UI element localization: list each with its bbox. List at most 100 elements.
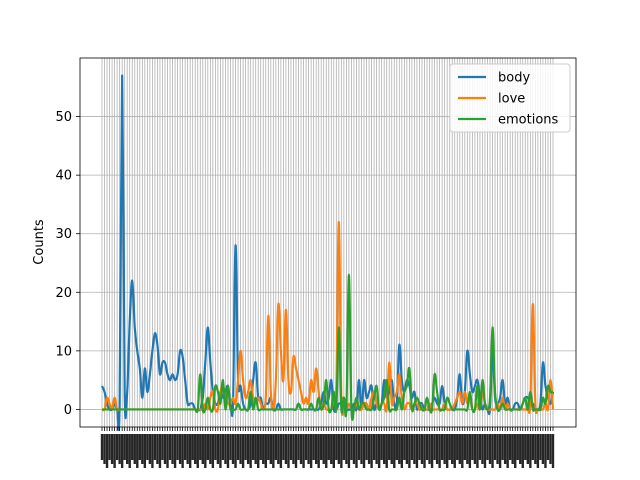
x-tick-label-mark xyxy=(123,434,126,460)
x-tick-label-mark xyxy=(473,434,477,464)
x-tick-label-mark xyxy=(146,434,149,460)
x-tick-label-mark xyxy=(478,434,482,460)
x-tick-label-mark xyxy=(388,434,391,460)
x-tick-label-mark xyxy=(393,434,396,468)
x-tick-label-mark xyxy=(372,434,376,460)
x-tick-label-mark xyxy=(521,434,524,468)
x-tick-label-mark xyxy=(221,434,225,460)
y-tick-label: 20 xyxy=(55,286,72,301)
x-tick-label-mark xyxy=(201,434,204,464)
x-tick-label-mark xyxy=(229,434,232,460)
x-tick-label-mark xyxy=(524,434,527,460)
series-lines xyxy=(100,74,555,432)
x-tick-label-mark xyxy=(435,434,439,464)
legend-label-body: body xyxy=(498,71,530,86)
x-tick-label-mark xyxy=(267,434,270,460)
x-tick-label-mark xyxy=(481,434,484,464)
x-tick-label-mark xyxy=(214,434,217,460)
x-tick-label-mark xyxy=(327,434,330,460)
x-tick-label-mark xyxy=(156,434,159,464)
x-tick-label-mark xyxy=(398,434,401,464)
x-tick-label-mark xyxy=(357,434,361,460)
x-tick-label-mark xyxy=(284,434,288,464)
x-tick-label-mark xyxy=(529,434,532,468)
x-tick-label-mark xyxy=(350,434,353,460)
x-tick-label-mark xyxy=(413,434,416,464)
y-axis-label: Counts xyxy=(32,219,47,265)
x-tick-label-mark xyxy=(458,434,461,464)
x-tick-label-mark xyxy=(100,434,104,460)
legend: body love emotions xyxy=(449,63,571,133)
x-tick-label-mark xyxy=(234,434,237,468)
series-line-emotions xyxy=(102,273,554,421)
x-tick-label-mark xyxy=(433,434,436,460)
x-tick-label-mark xyxy=(108,434,111,460)
x-tick-label-mark xyxy=(239,434,242,464)
x-tick-label-mark xyxy=(534,434,537,464)
x-tick-label-mark xyxy=(347,434,351,468)
x-tick-label-mark xyxy=(115,434,119,460)
x-tick-label-mark xyxy=(269,434,273,464)
x-tick-label-mark xyxy=(531,434,535,460)
x-tick-label-mark xyxy=(274,434,278,460)
x-tick-label-mark xyxy=(209,434,212,464)
x-tick-label-mark xyxy=(224,434,227,464)
x-tick-label-mark xyxy=(488,434,492,464)
x-tick-label-mark xyxy=(536,434,540,468)
x-tick-label-mark xyxy=(476,434,479,468)
x-tick-label-mark xyxy=(282,434,285,460)
x-tick-label-mark xyxy=(382,434,386,464)
x-tick-label-mark xyxy=(307,434,310,464)
x-tick-label-mark xyxy=(188,434,192,468)
x-tick-label-mark xyxy=(438,434,441,468)
x-tick-label-mark xyxy=(330,434,333,464)
x-tick-label-mark xyxy=(314,434,318,464)
x-tick-label-mark xyxy=(118,434,121,464)
x-tick-label-mark xyxy=(415,434,419,468)
x-tick-label-mark xyxy=(544,434,547,468)
x-tick-label-mark xyxy=(241,434,245,468)
x-tick-label-mark xyxy=(191,434,194,460)
x-tick-label-mark xyxy=(471,434,474,460)
x-tick-label-mark xyxy=(128,434,131,468)
x-tick-label-mark xyxy=(317,434,320,468)
x-tick-label-mark xyxy=(352,434,356,464)
x-tick-label-mark xyxy=(362,434,366,468)
x-tick-label-mark xyxy=(423,434,426,468)
x-tick-label-mark xyxy=(367,434,371,464)
x-tick-label-mark xyxy=(395,434,398,460)
x-tick-label-mark xyxy=(514,434,517,468)
x-tick-label-mark xyxy=(448,434,451,460)
x-tick-label-mark xyxy=(410,434,414,460)
x-tick-label-mark xyxy=(120,434,124,468)
x-tick-label-mark xyxy=(211,434,215,468)
x-tick-label-mark xyxy=(519,434,522,464)
x-tick-label-mark xyxy=(428,434,431,464)
x-tick-label-mark xyxy=(425,434,429,460)
x-tick-label-mark xyxy=(194,434,197,464)
x-tick-label-mark xyxy=(549,434,552,464)
x-tick-label-mark xyxy=(375,434,378,464)
x-tick-label-mark xyxy=(294,434,298,468)
x-tick-label-mark xyxy=(546,434,550,460)
x-tick-label-mark xyxy=(337,434,341,464)
x-tick-label-mark xyxy=(183,434,187,460)
x-tick-label-mark xyxy=(136,434,139,468)
x-tick-label-mark xyxy=(161,434,164,460)
x-tick-label-mark xyxy=(173,434,177,468)
x-tick-label-mark xyxy=(262,434,265,464)
x-tick-label-mark xyxy=(380,434,383,460)
x-tick-label-mark xyxy=(408,434,411,468)
x-tick-label-mark xyxy=(503,434,507,464)
x-tick-label-mark xyxy=(133,434,136,464)
x-tick-label-mark xyxy=(325,434,328,468)
x-tick-label-mark xyxy=(418,434,421,460)
x-tick-label-mark xyxy=(377,434,381,468)
x-tick-label-mark xyxy=(493,434,497,460)
x-tick-label-mark xyxy=(186,434,189,464)
x-tick-label-mark xyxy=(501,434,504,460)
x-tick-label-mark xyxy=(279,434,283,468)
x-tick-label-mark xyxy=(163,434,167,464)
x-tick-label-mark xyxy=(143,434,147,468)
